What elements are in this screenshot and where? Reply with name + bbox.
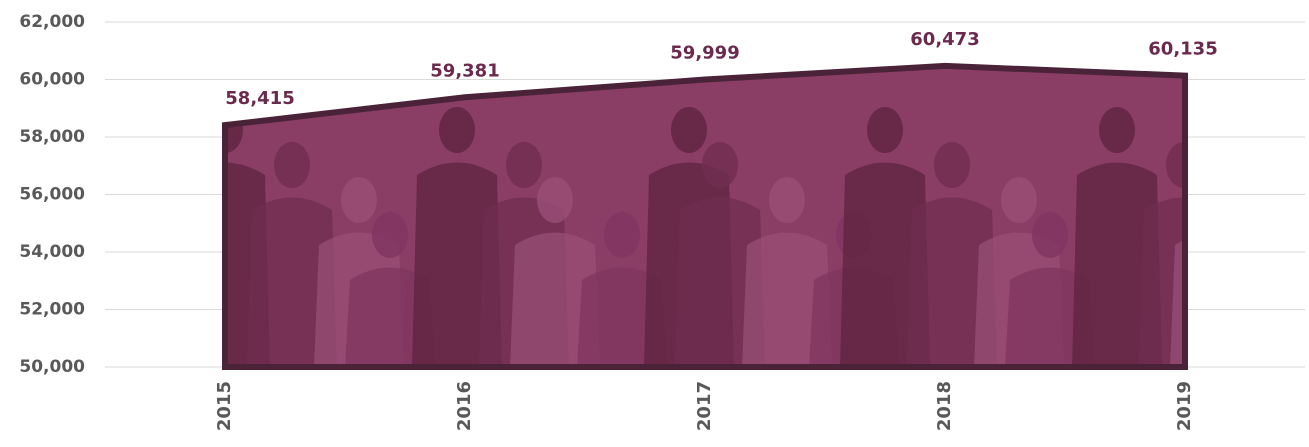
x-tick-label: 2015 — [214, 381, 235, 431]
y-tick-label: 52,000 — [19, 300, 85, 320]
x-tick-label: 2018 — [934, 381, 955, 431]
head — [671, 107, 707, 153]
y-tick-label: 50,000 — [19, 357, 85, 377]
y-tick-label: 62,000 — [19, 12, 85, 32]
head — [1001, 177, 1037, 223]
x-tick-label: 2016 — [454, 381, 475, 431]
x-tick-label: 2017 — [694, 381, 715, 431]
value-label: 59,381 — [430, 60, 499, 81]
head — [867, 107, 903, 153]
value-label: 58,415 — [225, 88, 294, 109]
head — [1197, 177, 1233, 223]
head — [769, 177, 805, 223]
body — [1304, 163, 1309, 368]
page: 50,000 52,000 54,000 56,000 58,000 60,000 62,0… — [0, 0, 1309, 447]
y-tick-label: 54,000 — [19, 242, 85, 262]
head — [1032, 212, 1068, 258]
y-tick-label: 60,000 — [19, 70, 85, 90]
head — [341, 177, 377, 223]
head — [537, 177, 573, 223]
head — [1264, 212, 1300, 258]
head — [372, 212, 408, 258]
value-label: 60,135 — [1148, 39, 1217, 60]
head — [702, 142, 738, 188]
body — [1237, 268, 1309, 368]
head — [439, 107, 475, 153]
head — [1099, 107, 1135, 153]
head — [934, 142, 970, 188]
x-tick-label: 2019 — [1174, 381, 1195, 431]
y-tick-label: 56,000 — [19, 185, 85, 205]
y-tick-label: 58,000 — [19, 127, 85, 147]
head — [506, 142, 542, 188]
head — [604, 212, 640, 258]
chart: 50,000 52,000 54,000 56,000 58,000 60,000 62,0… — [0, 0, 1309, 447]
head — [274, 142, 310, 188]
value-label: 59,999 — [670, 43, 739, 64]
value-label: 60,473 — [910, 29, 979, 50]
